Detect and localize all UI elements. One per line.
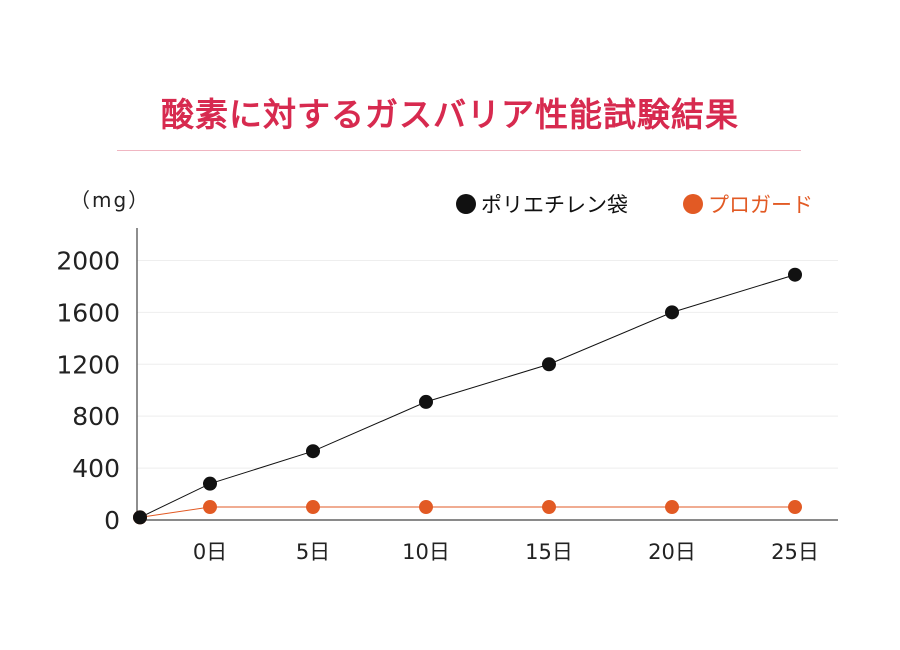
chart-title: 酸素に対するガスバリア性能試験結果 bbox=[161, 95, 739, 134]
legend-marker-proguard bbox=[683, 194, 703, 214]
legend-marker-polyethylene bbox=[456, 194, 476, 214]
y-tick-label: 0 bbox=[104, 506, 120, 535]
legend-item-polyethylene: ポリエチレン袋 bbox=[456, 193, 628, 217]
data-point-proguard bbox=[306, 500, 320, 515]
x-tick-label: 10日 bbox=[402, 540, 450, 564]
y-unit-label: （mg） bbox=[70, 188, 150, 212]
data-point-proguard bbox=[788, 500, 802, 515]
y-tick-label: 400 bbox=[72, 454, 120, 483]
series-line-proguard bbox=[139, 506, 795, 518]
legend-item-proguard: プロガード bbox=[683, 193, 813, 217]
data-point-polyethylene bbox=[203, 476, 217, 491]
data-point-proguard bbox=[419, 500, 433, 515]
legend-label-proguard: プロガード bbox=[708, 193, 813, 217]
y-tick-label: 800 bbox=[72, 402, 120, 431]
legend: ポリエチレン袋 プロガード bbox=[456, 193, 813, 217]
data-point-proguard bbox=[542, 500, 556, 515]
data-point-polyethylene bbox=[306, 444, 320, 459]
data-point-proguard bbox=[665, 500, 679, 515]
data-point-proguard bbox=[203, 500, 217, 515]
x-tick-label: 20日 bbox=[648, 540, 696, 564]
legend-label-polyethylene: ポリエチレン袋 bbox=[481, 193, 628, 217]
title-divider bbox=[117, 150, 801, 151]
y-tick-label: 2000 bbox=[56, 246, 120, 275]
data-point-polyethylene bbox=[419, 394, 433, 409]
y-tick-label: 1200 bbox=[56, 350, 120, 379]
data-point-polyethylene bbox=[788, 267, 802, 282]
data-point-polyethylene bbox=[133, 510, 147, 525]
x-tick-label: 15日 bbox=[525, 540, 573, 564]
data-point-polyethylene bbox=[665, 305, 679, 320]
series-line-polyethylene bbox=[139, 274, 796, 518]
x-tick-label: 5日 bbox=[296, 540, 330, 564]
y-tick-label: 1600 bbox=[56, 298, 120, 327]
x-tick-label: 0日 bbox=[193, 540, 227, 564]
data-point-polyethylene bbox=[542, 357, 556, 372]
x-tick-label: 25日 bbox=[771, 540, 819, 564]
